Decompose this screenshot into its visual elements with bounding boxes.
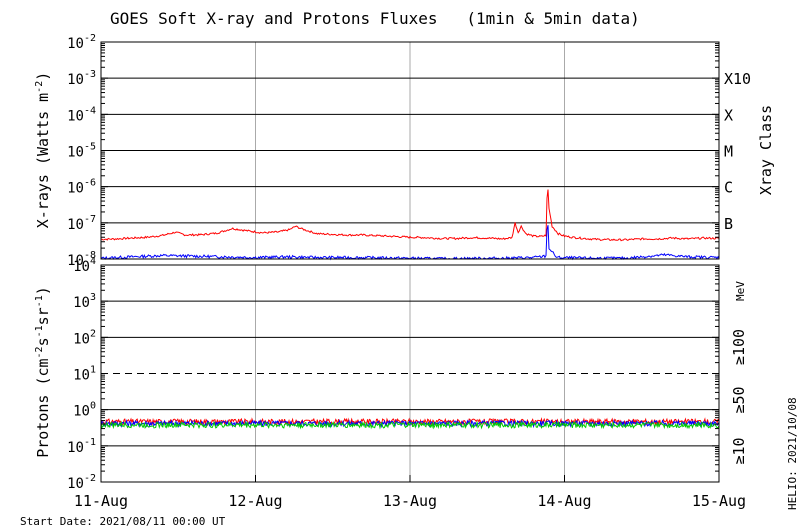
proton-tick-label: 104 [73, 256, 96, 275]
proton-tick-label: 102 [73, 328, 96, 347]
xray-class-label: X [724, 106, 733, 124]
xray-tick-label: 10-5 [67, 142, 96, 161]
x-tick-label: 11-Aug [74, 492, 128, 510]
proton-tick-label: 100 [73, 401, 96, 420]
legend-ge10: ≥10 [730, 437, 748, 464]
x-tick-label: 15-Aug [692, 492, 746, 510]
helio-date-label: HELIO: 2021/10/08 [786, 397, 799, 510]
legend-ge50: ≥50 [730, 386, 748, 413]
proton-tick-label: 101 [73, 365, 96, 384]
start-date-label: Start Date: 2021/08/11 00:00 UT [20, 515, 226, 528]
x-tick-label: 13-Aug [383, 492, 437, 510]
proton-ge100-line [100, 420, 720, 430]
proton-tick-label: 10-2 [67, 473, 96, 492]
xray-axis-title: X-rays (Watts m-2) [34, 72, 52, 229]
xray-tick-label: 10-4 [67, 105, 96, 124]
xray-panel: BCM X X10 10-8 10-7 10-6 10-5 10-4 10-3 10-2 X-ra… [34, 33, 775, 269]
proton-axis-title: Protons (cm-2s-1sr-1) [34, 286, 52, 458]
proton-unit-label: MeV [734, 281, 747, 301]
proton-panel: 10-2 10-1 100 101 102 103 104 Protons (cm-2s-1… [34, 256, 748, 492]
xray-class-label: M [724, 143, 733, 161]
x-axis-tick-labels: 11-Aug 12-Aug 13-Aug 14-Aug 15-Aug [74, 475, 746, 510]
xray-plot-frame [100, 41, 720, 260]
xray-tick-label: 10-2 [67, 33, 96, 52]
proton-tick-label: 103 [73, 292, 96, 311]
xray-long-channel-line [100, 189, 720, 242]
proton-tick-label: 10-1 [67, 437, 96, 456]
xray-tick-label: 10-3 [67, 69, 96, 88]
legend-ge100: ≥100 [730, 329, 748, 365]
xray-class-label: X10 [724, 70, 751, 88]
x-tick-label: 12-Aug [228, 492, 282, 510]
chart-title: GOES Soft X-ray and Protons Fluxes (1min… [110, 9, 640, 28]
xray-class-label: B [724, 215, 733, 233]
xray-class-axis-title: Xray Class [757, 105, 775, 195]
xray-class-label: C [724, 179, 733, 197]
xray-tick-label: 10-8 [67, 250, 96, 269]
x-tick-label: 14-Aug [537, 492, 591, 510]
xray-tick-label: 10-6 [67, 178, 96, 197]
xray-tick-label: 10-7 [67, 214, 96, 233]
